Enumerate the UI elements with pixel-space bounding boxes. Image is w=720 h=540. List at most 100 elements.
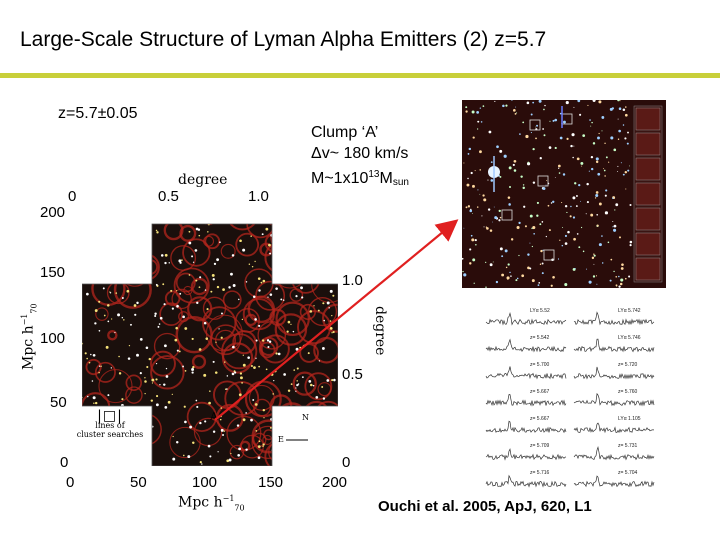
inset-star: [552, 119, 555, 122]
lae-point: [212, 278, 215, 281]
inset-star: [547, 204, 550, 207]
lae-point: [224, 388, 227, 390]
lae-point: [321, 386, 324, 388]
inset-star: [609, 279, 612, 282]
lae-point: [145, 346, 149, 350]
thumbnail-cells: [635, 107, 661, 281]
inset-star: [485, 261, 487, 264]
lae-point: [257, 277, 261, 280]
lae-box: [529, 119, 541, 131]
lae-point: [238, 447, 241, 451]
inset-star: [578, 246, 581, 249]
inset-star: [505, 266, 508, 269]
inset-star: [580, 161, 584, 165]
inset-star: [542, 249, 544, 251]
top-tick-0: 0: [68, 188, 77, 205]
lae-point: [309, 310, 313, 313]
contour: [125, 386, 143, 404]
spectrum-label: z= 5.542: [530, 335, 550, 341]
inset-star: [593, 253, 595, 255]
clump-name: Clump ‘A’: [311, 124, 379, 141]
left-tick-200: 200: [40, 204, 66, 221]
lae-point: [121, 316, 124, 319]
lae-point: [231, 372, 235, 376]
inset-star: [559, 239, 561, 241]
inset-star: [466, 183, 470, 187]
lae-point: [170, 289, 173, 292]
legend-symbol: |□|: [97, 408, 123, 424]
lae-point: [102, 287, 105, 290]
inset-star: [522, 184, 525, 186]
left-tick-50: 50: [50, 394, 67, 411]
lae-point: [228, 458, 232, 462]
inset-star: [479, 169, 481, 171]
inset-star: [571, 133, 575, 137]
lae-point: [109, 292, 112, 294]
lae-point: [295, 295, 298, 298]
lae-point: [251, 265, 254, 268]
lae-point: [315, 396, 319, 399]
lae-point: [188, 241, 192, 245]
inset-star: [618, 107, 622, 110]
lae-point: [86, 292, 89, 296]
lae-point: [207, 231, 209, 233]
top-tick-2: 1.0: [248, 188, 269, 205]
inset-star: [579, 113, 582, 116]
contour: [202, 296, 227, 320]
lae-point: [250, 365, 253, 367]
lae-point: [292, 330, 295, 333]
spectrum-trace: [485, 366, 567, 380]
inset-star: [529, 214, 533, 218]
lae-point: [238, 393, 242, 397]
lae-point: [329, 327, 333, 330]
inset-star: [507, 279, 509, 280]
inset-star: [558, 172, 561, 174]
left-tick-100: 100: [40, 330, 66, 347]
lae-point: [295, 390, 297, 392]
lae-point: [286, 330, 289, 333]
lae-point: [245, 412, 247, 414]
inset-star: [590, 167, 594, 171]
spectrum-trace: [485, 311, 567, 326]
clump-velocity: Δv~ 180 km/s: [311, 145, 409, 162]
lae-point: [175, 326, 178, 330]
inset-star: [598, 100, 602, 104]
inset-star: [590, 125, 592, 127]
inset-star: [596, 283, 598, 285]
contour: [224, 381, 260, 416]
spectrum-label: z= 5.704: [618, 470, 638, 476]
lae-point: [205, 337, 209, 340]
lae-point: [332, 330, 335, 334]
lae-point: [139, 372, 142, 375]
lae-point: [115, 292, 118, 294]
lae-point: [90, 353, 92, 356]
lae-point: [224, 361, 226, 363]
lae-point: [250, 235, 252, 237]
lae-point: [282, 299, 285, 301]
inset-star: [565, 101, 569, 105]
inset-star: [576, 195, 578, 197]
inset-star: [472, 213, 473, 214]
spectrum-label: LYα 1.105: [618, 416, 641, 422]
inset-star: [592, 275, 596, 278]
lae-point: [287, 320, 291, 324]
inset-star: [625, 188, 627, 190]
lae-point: [220, 336, 223, 339]
inset-star: [505, 104, 508, 107]
lae-point: [219, 418, 222, 421]
compass-north: N: [302, 413, 309, 422]
lae-point: [329, 289, 333, 293]
lae-point: [199, 276, 202, 279]
inset-star: [489, 229, 493, 232]
lae-point: [182, 315, 185, 319]
inset-star: [470, 208, 472, 211]
inset-star: [477, 120, 480, 123]
lae-point: [114, 331, 116, 334]
inset-star: [620, 278, 624, 282]
spectrum-trace: [573, 475, 655, 488]
inset-star: [532, 101, 535, 104]
lae-point: [237, 453, 241, 457]
contour: [226, 224, 259, 231]
inset-star: [586, 201, 589, 204]
